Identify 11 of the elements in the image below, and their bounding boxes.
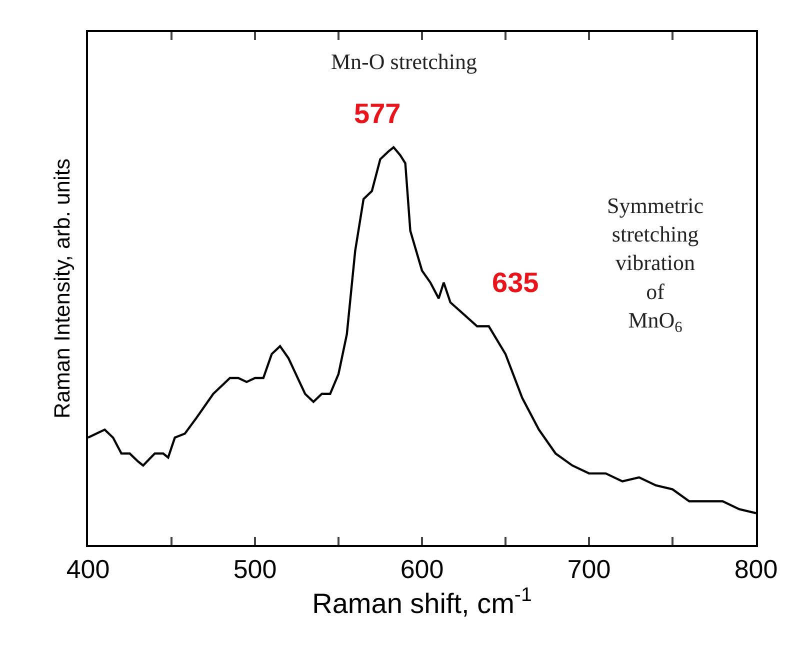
text: 577 [354, 98, 401, 129]
annotation: Symmetric stretching vibration of MnO$_{6}$ [607, 193, 704, 336]
x-axis-title: Raman shift, cm$^{-1}$ [312, 584, 532, 619]
x-tick-label: 700 [567, 554, 611, 584]
annotation: 635 [492, 267, 539, 298]
x-tick-label: 800 [734, 554, 778, 584]
x-tick-label: 600 [400, 554, 444, 584]
x-tick-label: 400 [66, 554, 110, 584]
text: Mn-O stretching [331, 49, 478, 74]
y-axis-title: Raman Intensity, arb. units [49, 158, 74, 419]
x-tick-label: 500 [233, 554, 277, 584]
